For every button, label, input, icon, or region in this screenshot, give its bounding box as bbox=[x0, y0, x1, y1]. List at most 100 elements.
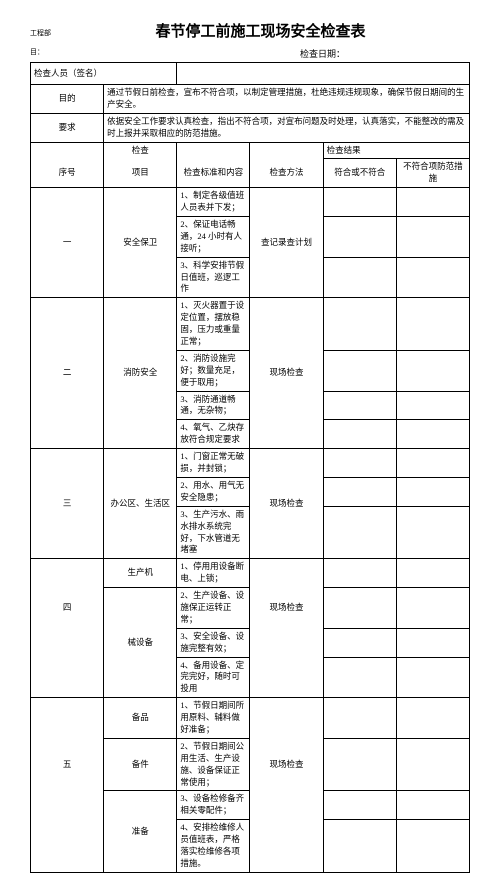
method-5-mid bbox=[250, 791, 323, 820]
res-4-3b[interactable] bbox=[396, 628, 469, 657]
std-5-4: 4、安排检维修人员值班表，严格落实检维修各项措施。 bbox=[177, 820, 250, 873]
res-4-4b[interactable] bbox=[396, 657, 469, 698]
res-3-3b[interactable] bbox=[396, 506, 469, 559]
res-4-1a[interactable] bbox=[323, 559, 396, 588]
std-4-1: 1、停用用设备断电、上锁； bbox=[177, 559, 250, 588]
res-5-1a[interactable] bbox=[323, 698, 396, 739]
seq-5: 五 bbox=[31, 738, 104, 791]
requirement-text: 依据安全工作要求认真检查，指出不符合项，对宣布问题及时处理，认真落实，不能整改的… bbox=[104, 113, 470, 142]
seq-1: 一 bbox=[31, 188, 104, 298]
std-3-2: 2、用水、用气无安全隐患； bbox=[177, 477, 250, 506]
method-5-top bbox=[250, 698, 323, 739]
item-4-top: 生产机 bbox=[104, 559, 177, 588]
res-2-2b[interactable] bbox=[396, 350, 469, 391]
std-2-1: 1、灭火器置于设定位置，摆放稳固，压力或重量正常； bbox=[177, 298, 250, 351]
signer-field[interactable] bbox=[177, 63, 470, 85]
method-5: 现场检查 bbox=[250, 738, 323, 791]
std-2-4: 4、氧气、乙炔存放符合规定要求 bbox=[177, 420, 250, 449]
res-4-2b[interactable] bbox=[396, 588, 469, 629]
res-1-1a[interactable] bbox=[323, 188, 396, 217]
method-1: 查记录查计划 bbox=[250, 188, 323, 298]
seq-4-top bbox=[31, 559, 104, 588]
method-3: 现场检查 bbox=[250, 449, 323, 559]
res-4-2a[interactable] bbox=[323, 588, 396, 629]
std-2-2: 2、消防设施完好；数量充足，便于取用； bbox=[177, 350, 250, 391]
col-seq-top bbox=[31, 142, 104, 159]
col-method-top bbox=[250, 142, 323, 159]
method-2: 现场检查 bbox=[250, 298, 323, 449]
res-2-3a[interactable] bbox=[323, 391, 396, 420]
blank-label: 目： bbox=[30, 47, 200, 60]
res-3-2a[interactable] bbox=[323, 477, 396, 506]
method-4-top bbox=[250, 559, 323, 588]
method-5-end bbox=[250, 820, 323, 873]
res-3-1a[interactable] bbox=[323, 449, 396, 478]
res-2-3b[interactable] bbox=[396, 391, 469, 420]
signer-label: 检查人员（签名） bbox=[31, 63, 177, 85]
seq-4-mid bbox=[31, 628, 104, 657]
col-result: 检查结果 bbox=[323, 142, 469, 159]
res-5-3b[interactable] bbox=[396, 791, 469, 820]
item-3: 办公区、生活区 bbox=[104, 449, 177, 559]
seq-4-end bbox=[31, 657, 104, 698]
item-1: 安全保卫 bbox=[104, 188, 177, 298]
seq-4: 四 bbox=[31, 588, 104, 629]
res-1-3b[interactable] bbox=[396, 257, 469, 298]
seq-3: 三 bbox=[31, 449, 104, 559]
res-5-1b[interactable] bbox=[396, 698, 469, 739]
col-item: 项目 bbox=[104, 159, 177, 188]
std-5-3: 3、设备检修备齐相关零配件； bbox=[177, 791, 250, 820]
std-3-1: 1、门窗正常无破损，并封锁； bbox=[177, 449, 250, 478]
method-4-end bbox=[250, 657, 323, 698]
seq-5-end bbox=[31, 820, 104, 873]
res-2-2a[interactable] bbox=[323, 350, 396, 391]
res-5-4a[interactable] bbox=[323, 820, 396, 873]
item-5-bottom: 准备 bbox=[104, 791, 177, 872]
res-2-1b[interactable] bbox=[396, 298, 469, 351]
inspection-table: 检查人员（签名） 目的 通过节假日前检查，宣布不符合项，以制定管理措施，杜绝违规… bbox=[30, 62, 470, 873]
method-4: 现场检查 bbox=[250, 588, 323, 629]
std-1-3: 3、科学安排节假日值班，巡逻工作 bbox=[177, 257, 250, 298]
res-3-2b[interactable] bbox=[396, 477, 469, 506]
res-5-3a[interactable] bbox=[323, 791, 396, 820]
item-2: 消防安全 bbox=[104, 298, 177, 449]
res-4-3a[interactable] bbox=[323, 628, 396, 657]
purpose-text: 通过节假日前检查，宣布不符合项，以制定管理措施，杜绝违规违规现象，确保节假日期间… bbox=[104, 85, 470, 114]
std-4-4: 4、备用设备、定完完好，随时可投用 bbox=[177, 657, 250, 698]
project-label: 工程部 bbox=[30, 28, 51, 38]
res-3-3a[interactable] bbox=[323, 506, 396, 559]
col-result-ok: 符合或不符合 bbox=[323, 159, 396, 188]
std-5-2: 2、节假日期间公用生活、生产设施、设备保证正常使用； bbox=[177, 738, 250, 791]
seq-2: 二 bbox=[31, 298, 104, 449]
res-5-2b[interactable] bbox=[396, 738, 469, 791]
res-1-2a[interactable] bbox=[323, 217, 396, 258]
std-4-2: 2、生产设备、设施保正运转正常； bbox=[177, 588, 250, 629]
std-1-2: 2、保证电话畅通，24 小时有人接听； bbox=[177, 217, 250, 258]
res-3-1b[interactable] bbox=[396, 449, 469, 478]
page-title: 春节停工前施工现场安全检查表 bbox=[30, 20, 470, 41]
method-4-mid bbox=[250, 628, 323, 657]
res-5-2a[interactable] bbox=[323, 738, 396, 791]
item-5-mid: 备件 bbox=[104, 738, 177, 791]
seq-5-mid bbox=[31, 791, 104, 820]
col-standard: 检查标准和内容 bbox=[177, 159, 250, 188]
seq-5-top bbox=[31, 698, 104, 739]
std-3-3: 3、生产污水、雨水排水系统完好，下水管道无堵塞 bbox=[177, 506, 250, 559]
item-5-top: 备品 bbox=[104, 698, 177, 739]
col-std-top bbox=[177, 142, 250, 159]
res-1-3a[interactable] bbox=[323, 257, 396, 298]
res-1-1b[interactable] bbox=[396, 188, 469, 217]
res-4-4a[interactable] bbox=[323, 657, 396, 698]
col-seq: 序号 bbox=[31, 159, 104, 188]
std-1-1: 1、制定各级值班人员表并下发； bbox=[177, 188, 250, 217]
res-1-2b[interactable] bbox=[396, 217, 469, 258]
col-result-ng: 不符合项防范措施 bbox=[396, 159, 469, 188]
check-date-label: 检查日期： bbox=[200, 47, 470, 60]
res-4-1b[interactable] bbox=[396, 559, 469, 588]
res-2-4a[interactable] bbox=[323, 420, 396, 449]
res-2-4b[interactable] bbox=[396, 420, 469, 449]
col-item-top: 检查 bbox=[104, 142, 177, 159]
std-4-3: 3、安全设备、设施完整有效； bbox=[177, 628, 250, 657]
res-2-1a[interactable] bbox=[323, 298, 396, 351]
res-5-4b[interactable] bbox=[396, 820, 469, 873]
